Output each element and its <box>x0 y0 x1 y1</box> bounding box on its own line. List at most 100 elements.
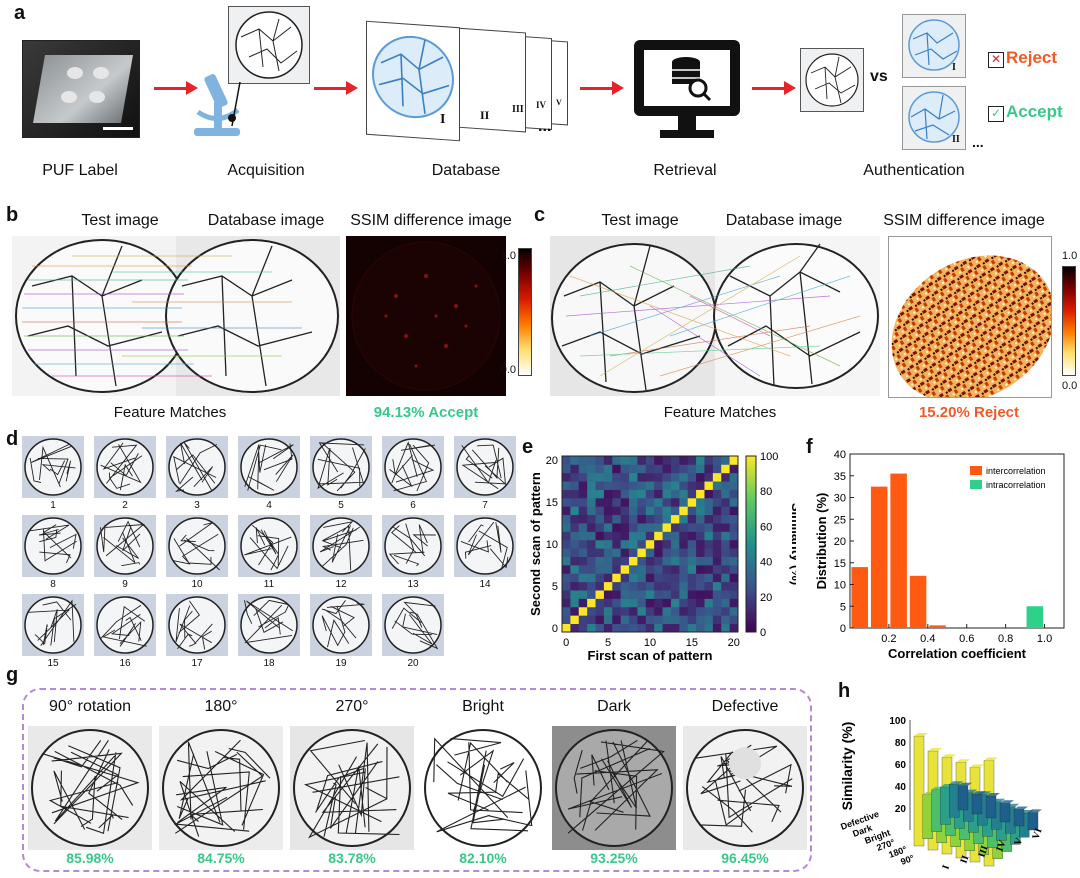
microscope-icon <box>194 74 240 136</box>
heatmap-cell <box>721 598 731 608</box>
heatmap-cell <box>570 548 580 557</box>
heatmap-cell <box>712 539 722 549</box>
g-condition-image <box>290 726 414 850</box>
heatmap-cell <box>629 456 638 465</box>
h-bar <box>940 786 951 825</box>
heatmap-cell <box>629 564 638 574</box>
heatmap-cell <box>645 606 655 616</box>
h-bar-top <box>984 757 998 761</box>
g-condition-title: Defective <box>711 698 779 715</box>
bar-intercorrelation <box>890 473 907 628</box>
heatmap-cell <box>704 564 714 574</box>
heatmap-cell <box>578 464 588 474</box>
auth-ellipsis: ... <box>972 134 984 150</box>
heatmap-cell <box>696 472 705 482</box>
heatmap-cell <box>696 481 705 490</box>
heatmap-cell <box>578 531 588 541</box>
heatmap-cell <box>637 523 647 532</box>
vs-label: vs <box>870 68 888 85</box>
heatmap-cell <box>578 581 588 591</box>
reject-icon: ✕ <box>988 52 1004 68</box>
heatmap-cell <box>670 506 680 516</box>
db-ellipsis: ... <box>538 118 552 135</box>
auth-db-image-2 <box>902 86 966 150</box>
c-test-title: Test image <box>601 212 679 229</box>
heatmap-cell <box>712 514 722 524</box>
heatmap-cell <box>670 531 680 541</box>
heatmap-cell <box>662 489 672 499</box>
g-condition-title: 270° <box>335 698 369 715</box>
heatmap-cell <box>603 481 613 490</box>
heatmap-cell <box>637 506 647 516</box>
heatmap-ytick: 5 <box>552 581 558 593</box>
heatmap-cell <box>620 523 630 532</box>
heatmap-cell <box>654 531 663 541</box>
heatmap-cell <box>679 581 689 591</box>
heatmap-cell <box>687 581 697 591</box>
heatmap-cell <box>704 489 714 499</box>
heatmap-cell <box>578 539 588 549</box>
step-label-acquisition: Acquisition <box>227 162 305 179</box>
heatmap-cell <box>562 489 571 499</box>
heatmap-cell <box>721 506 731 516</box>
heatmap-cell <box>562 539 571 549</box>
heatmap-cell <box>629 514 638 524</box>
heatmap-cell <box>679 464 689 474</box>
auth-roman-2: II <box>952 134 960 145</box>
heatmap-cell <box>704 581 714 591</box>
g-similarity-value: 93.25% <box>590 850 638 866</box>
heatmap-cell <box>595 531 605 541</box>
heatmap-cell <box>721 489 731 499</box>
g-condition-image <box>552 726 676 850</box>
heatmap-cell <box>729 481 739 490</box>
heatmap-cell <box>629 573 638 583</box>
heatmap-cell <box>629 472 638 482</box>
heatmap-cell <box>662 590 672 599</box>
panel-label-a: a <box>14 2 26 24</box>
heatmap-cell <box>645 539 655 549</box>
heatmap-cell <box>562 581 571 591</box>
legend-label: intracorrelation <box>986 480 1046 490</box>
c-cbar-min: 0.0 <box>1062 380 1078 392</box>
step-label-retrieval: Retrieval <box>653 162 717 179</box>
heatmap-cell <box>612 623 622 633</box>
heatmap-cell <box>687 464 697 474</box>
heatmap-cell <box>637 481 647 490</box>
h-bar <box>971 794 983 815</box>
heatmap-cell <box>662 623 672 633</box>
c-cbar-max: 1.0 <box>1062 250 1078 262</box>
heatmap-cell <box>587 539 596 549</box>
heatmap-cell <box>679 481 689 490</box>
heatmap-cell <box>637 590 647 599</box>
heatmap-xtick: 15 <box>686 637 698 649</box>
heatmap-cell <box>620 489 630 499</box>
heatmap-cell <box>712 556 722 566</box>
d-pattern-image <box>382 515 444 577</box>
heatmap-cell <box>570 573 580 583</box>
heatmap-cell <box>612 615 622 625</box>
heatmap-cell <box>696 489 705 499</box>
d-pattern-image <box>238 436 300 498</box>
b-database-title: Database image <box>207 212 325 229</box>
h-bar-top <box>949 781 964 785</box>
heatmap-cbar-tick: 60 <box>760 521 772 533</box>
heatmap-cell <box>662 506 672 516</box>
heatmap-cell <box>578 623 588 633</box>
heatmap-cell <box>704 472 714 482</box>
heatmap-cell <box>721 548 731 557</box>
d-pattern-label: 8 <box>50 579 56 590</box>
heatmap-cell <box>612 489 622 499</box>
heatmap-cell <box>662 464 672 474</box>
heatmap-cell <box>679 514 689 524</box>
bar-ytick: 35 <box>834 471 846 483</box>
heatmap-cell <box>704 615 714 625</box>
step-label-puf: PUF Label <box>42 162 118 179</box>
h-row-label: 90° <box>899 853 916 867</box>
d-pattern-image <box>166 436 228 498</box>
bar-intercorrelation <box>870 486 888 628</box>
c-feature-matches-image <box>550 236 880 396</box>
heatmap-cell <box>620 539 630 549</box>
heatmap-cell <box>603 556 613 566</box>
heatmap-cell <box>654 514 663 524</box>
heatmap-cell <box>662 606 672 616</box>
